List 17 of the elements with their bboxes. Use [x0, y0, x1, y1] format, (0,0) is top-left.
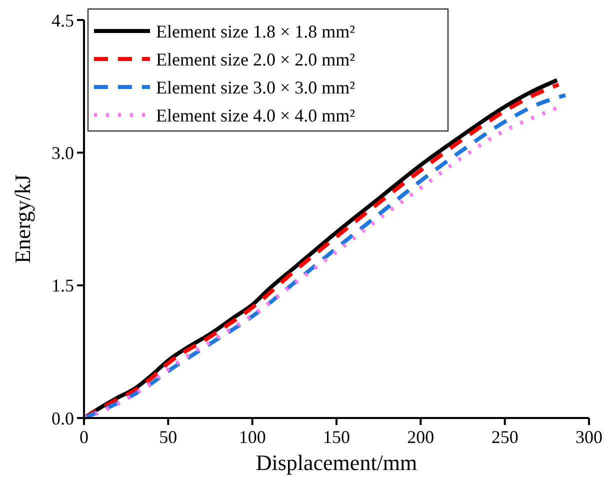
x-tick-label: 150: [323, 427, 350, 447]
x-tick-label: 50: [159, 427, 178, 447]
y-tick-label: 0.0: [52, 408, 74, 428]
y-axis-title: Energy/kJ: [10, 174, 35, 264]
legend-label: Element size 4.0 × 4.0 mm²: [156, 105, 356, 126]
legend-label: Element size 3.0 × 3.0 mm²: [156, 77, 356, 98]
x-axis-title: Displacement/mm: [256, 450, 418, 475]
legend-label: Element size 2.0 × 2.0 mm²: [156, 49, 356, 70]
x-tick-label: 250: [491, 427, 518, 447]
y-tick-label: 4.5: [52, 10, 74, 30]
x-tick-label: 0: [80, 427, 88, 447]
x-tick-label: 100: [238, 427, 266, 447]
legend-label: Element size 1.8 × 1.8 mm²: [156, 21, 356, 42]
y-tick-label: 1.5: [52, 276, 74, 296]
y-tick-label: 3.0: [52, 142, 74, 163]
x-tick-label: 200: [407, 427, 434, 447]
x-tick-label: 300: [576, 427, 602, 447]
